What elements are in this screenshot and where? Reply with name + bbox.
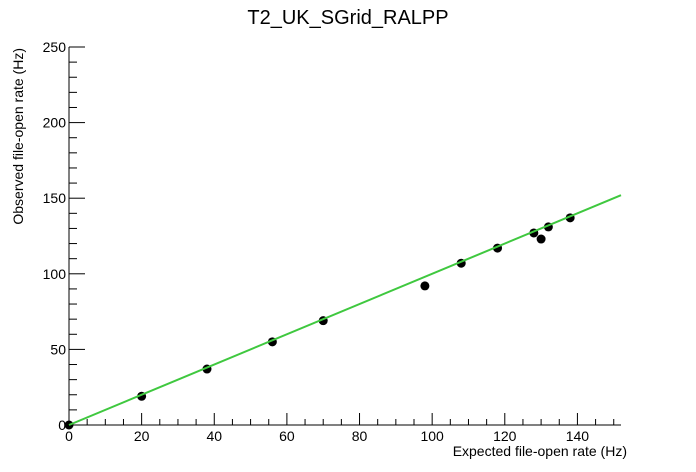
x-tick-label: 100 bbox=[420, 428, 444, 444]
x-axis-label: Expected file-open rate (Hz) bbox=[453, 443, 627, 459]
x-tick-label: 0 bbox=[65, 428, 73, 444]
x-tick-label: 80 bbox=[352, 428, 368, 444]
y-tick-label: 0 bbox=[58, 417, 66, 433]
x-tick-label: 120 bbox=[493, 428, 517, 444]
y-tick-label: 250 bbox=[43, 39, 67, 55]
chart-title: T2_UK_SGrid_RALPP bbox=[247, 7, 448, 29]
y-tick-label: 50 bbox=[50, 341, 66, 357]
fit-line bbox=[68, 194, 622, 426]
y-tick-label: 100 bbox=[43, 266, 67, 282]
x-tick-label: 40 bbox=[206, 428, 222, 444]
point bbox=[420, 281, 430, 291]
x-tick-label: 140 bbox=[566, 428, 590, 444]
x-tick-label: 60 bbox=[279, 428, 295, 444]
y-tick-label: 150 bbox=[43, 190, 67, 206]
x-tick-label: 20 bbox=[134, 428, 150, 444]
y-axis-label: Observed file-open rate (Hz) bbox=[10, 48, 26, 225]
y-tick-label: 200 bbox=[43, 115, 67, 131]
point bbox=[536, 234, 546, 244]
